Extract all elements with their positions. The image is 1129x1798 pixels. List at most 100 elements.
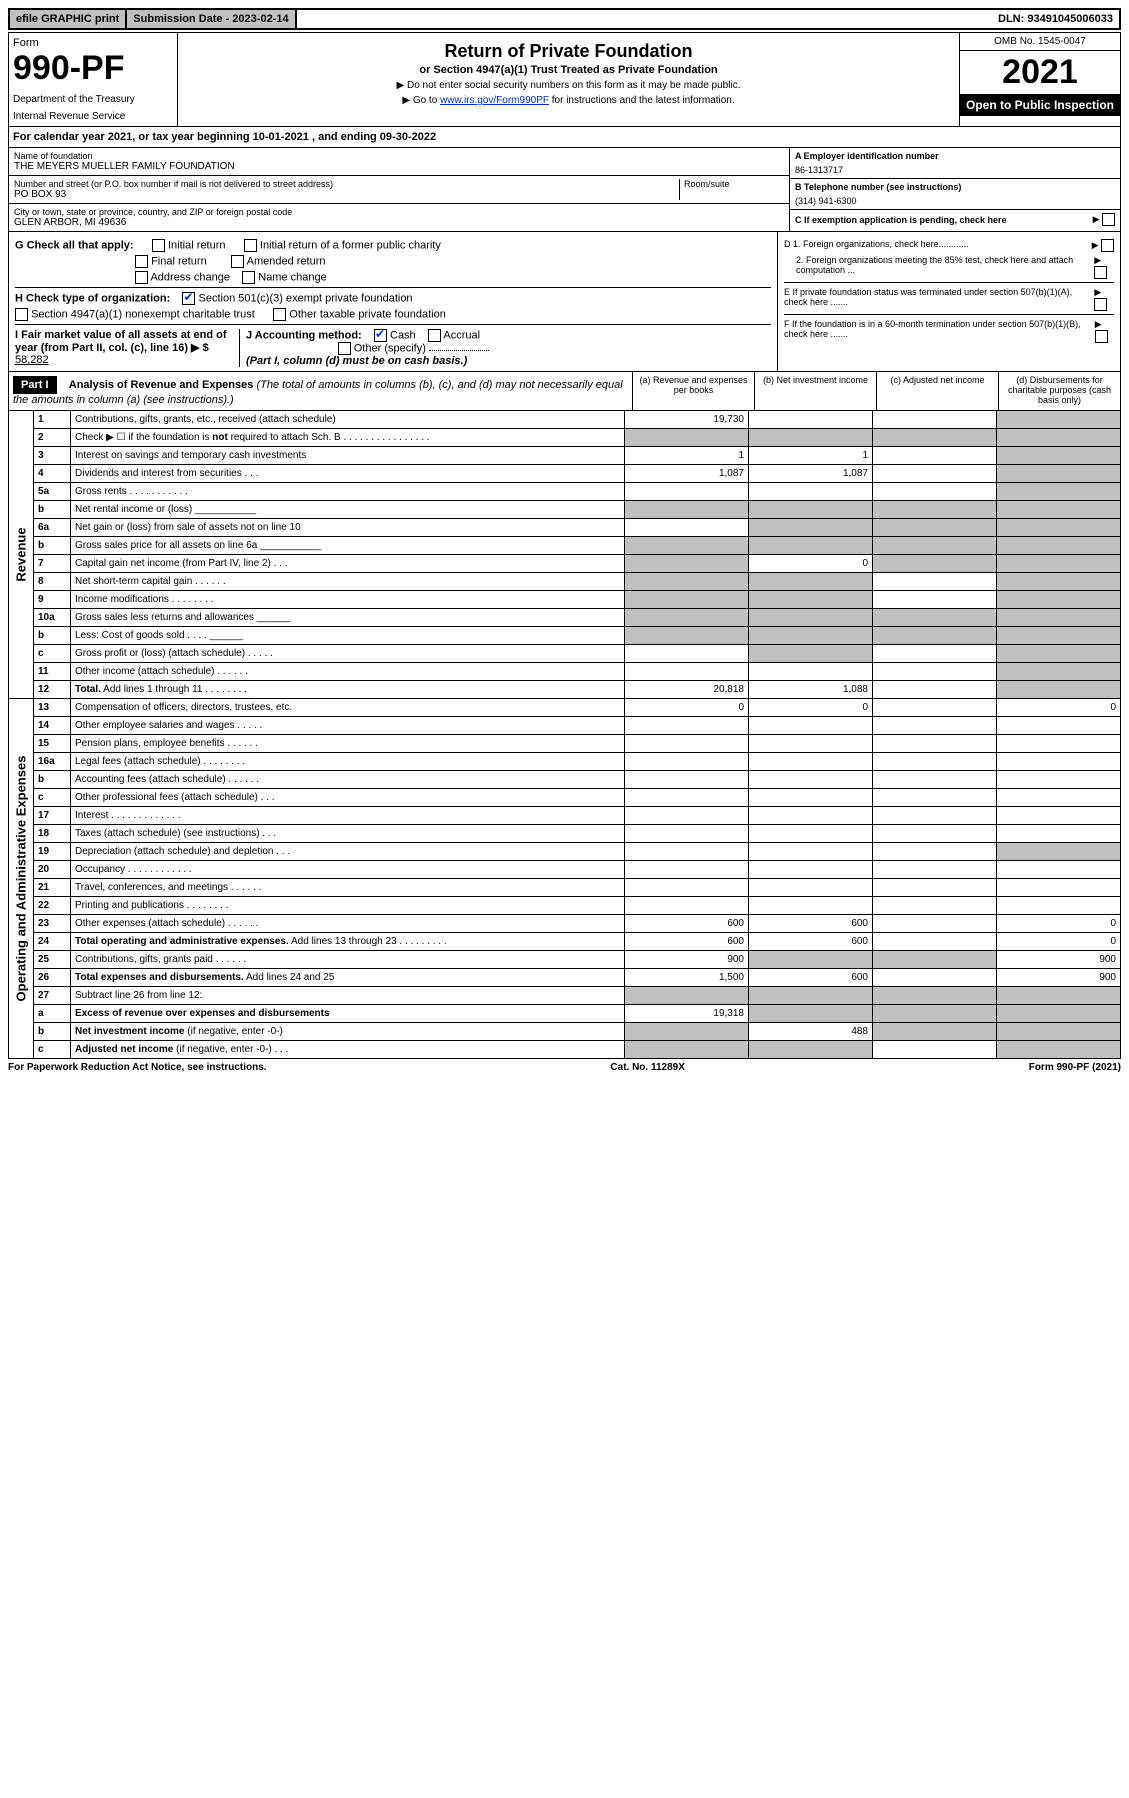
ein-label: A Employer identification number xyxy=(795,151,939,161)
col-b-value: 600 xyxy=(749,933,873,951)
efile-button[interactable]: efile GRAPHIC print xyxy=(10,10,127,28)
city-label: City or town, state or province, country… xyxy=(14,207,784,217)
col-d-value xyxy=(997,789,1121,807)
col-a-value xyxy=(625,609,749,627)
row-desc: Gross profit or (loss) (attach schedule)… xyxy=(71,645,625,663)
initial-return-checkbox[interactable] xyxy=(152,239,165,252)
col-a-value: 1,500 xyxy=(625,969,749,987)
part1-header: Part I Analysis of Revenue and Expenses … xyxy=(8,372,1121,411)
col-c-value xyxy=(873,555,997,573)
form-label: Form xyxy=(13,37,173,49)
footer-year: 2021 xyxy=(1095,1062,1117,1073)
fmv-value: 58,282 xyxy=(15,354,49,366)
col-d-value xyxy=(997,861,1121,879)
col-a-value xyxy=(625,807,749,825)
col-a-value xyxy=(625,519,749,537)
h-opt-2: Other taxable private foundation xyxy=(289,308,446,320)
row-desc: Other employee salaries and wages . . . … xyxy=(71,717,625,735)
row-number: 18 xyxy=(34,825,71,843)
table-row: bNet investment income (if negative, ent… xyxy=(34,1023,1121,1041)
501c3-checkbox[interactable] xyxy=(182,292,195,305)
row-desc: Net rental income or (loss) ___________ xyxy=(71,501,625,519)
final-return-checkbox[interactable] xyxy=(135,255,148,268)
d2-checkbox[interactable] xyxy=(1094,266,1107,279)
col-b-value xyxy=(749,501,873,519)
table-row: 20Occupancy . . . . . . . . . . . . xyxy=(34,861,1121,879)
col-a-value xyxy=(625,843,749,861)
expenses-table: 13Compensation of officers, directors, t… xyxy=(34,699,1121,1059)
e-checkbox[interactable] xyxy=(1094,298,1107,311)
row-number: b xyxy=(34,537,71,555)
g-opt-1: Initial return of a former public charit… xyxy=(260,239,441,251)
g-label: G Check all that apply: xyxy=(15,239,134,251)
table-row: 14Other employee salaries and wages . . … xyxy=(34,717,1121,735)
col-c-head: (c) Adjusted net income xyxy=(876,372,998,410)
row-desc: Total. Add lines 1 through 11 . . . . . … xyxy=(71,681,625,699)
table-row: 10aGross sales less returns and allowanc… xyxy=(34,609,1121,627)
row-desc: Dividends and interest from securities .… xyxy=(71,465,625,483)
col-c-value xyxy=(873,501,997,519)
col-b-value xyxy=(749,429,873,447)
col-a-value: 19,318 xyxy=(625,1005,749,1023)
col-d-value: 0 xyxy=(997,699,1121,717)
initial-public-checkbox[interactable] xyxy=(244,239,257,252)
col-b-value xyxy=(749,735,873,753)
col-d-value xyxy=(997,717,1121,735)
col-d-value xyxy=(997,609,1121,627)
cash-checkbox[interactable] xyxy=(374,329,387,342)
amended-return-checkbox[interactable] xyxy=(231,255,244,268)
table-row: cAdjusted net income (if negative, enter… xyxy=(34,1041,1121,1059)
col-b-value xyxy=(749,609,873,627)
f-checkbox[interactable] xyxy=(1095,330,1108,343)
dept-treasury: Department of the Treasury xyxy=(13,94,173,105)
col-d-value xyxy=(997,591,1121,609)
accrual-checkbox[interactable] xyxy=(428,329,441,342)
table-row: bNet rental income or (loss) ___________ xyxy=(34,501,1121,519)
col-a-head: (a) Revenue and expenses per books xyxy=(632,372,754,410)
row-number: b xyxy=(34,1023,71,1041)
col-c-value xyxy=(873,933,997,951)
row-number: 5a xyxy=(34,483,71,501)
col-c-value xyxy=(873,609,997,627)
col-c-value xyxy=(873,915,997,933)
col-a-value: 19,730 xyxy=(625,411,749,429)
other-taxable-checkbox[interactable] xyxy=(273,308,286,321)
col-c-value xyxy=(873,843,997,861)
g-opt-5: Name change xyxy=(258,271,327,283)
col-d-value xyxy=(997,879,1121,897)
entity-block: Name of foundation THE MEYERS MUELLER FA… xyxy=(8,148,1121,232)
table-row: 9Income modifications . . . . . . . . xyxy=(34,591,1121,609)
room-label: Room/suite xyxy=(684,179,784,189)
table-row: 16aLegal fees (attach schedule) . . . . … xyxy=(34,753,1121,771)
tax-year: 2021 xyxy=(960,51,1120,94)
d1-checkbox[interactable] xyxy=(1101,239,1114,252)
col-c-value xyxy=(873,465,997,483)
col-b-value: 600 xyxy=(749,915,873,933)
row-desc: Other professional fees (attach schedule… xyxy=(71,789,625,807)
col-d-value xyxy=(997,735,1121,753)
address-change-checkbox[interactable] xyxy=(135,271,148,284)
4947-checkbox[interactable] xyxy=(15,308,28,321)
col-c-value xyxy=(873,447,997,465)
col-b-value: 488 xyxy=(749,1023,873,1041)
other-method-checkbox[interactable] xyxy=(338,342,351,355)
j-other: Other (specify) xyxy=(354,342,426,354)
col-c-value xyxy=(873,735,997,753)
row-number: b xyxy=(34,627,71,645)
col-a-value xyxy=(625,663,749,681)
col-b-value xyxy=(749,807,873,825)
col-a-value xyxy=(625,537,749,555)
name-change-checkbox[interactable] xyxy=(242,271,255,284)
submission-date: Submission Date - 2023-02-14 xyxy=(127,10,296,28)
table-row: 8Net short-term capital gain . . . . . . xyxy=(34,573,1121,591)
row-desc: Gross sales price for all assets on line… xyxy=(71,537,625,555)
col-a-value: 1,087 xyxy=(625,465,749,483)
irs-link[interactable]: www.irs.gov/Form990PF xyxy=(440,95,549,106)
col-d-value xyxy=(997,501,1121,519)
calendar-year-row: For calendar year 2021, or tax year begi… xyxy=(8,127,1121,148)
col-a-value xyxy=(625,501,749,519)
street-address: PO BOX 93 xyxy=(14,189,679,200)
row-desc: Legal fees (attach schedule) . . . . . .… xyxy=(71,753,625,771)
exemption-checkbox[interactable] xyxy=(1102,213,1115,226)
col-a-value xyxy=(625,429,749,447)
